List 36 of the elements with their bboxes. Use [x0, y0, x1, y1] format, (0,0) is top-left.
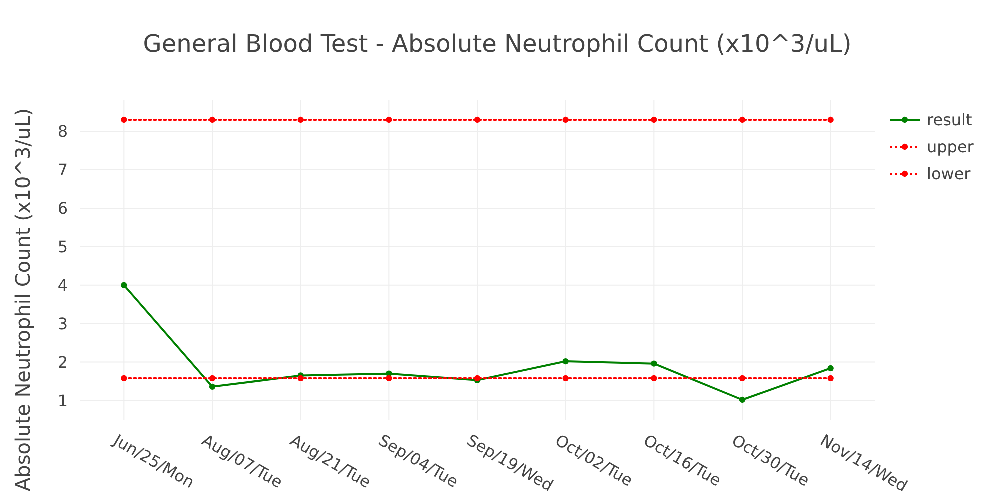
y-tick-label: 2 — [58, 352, 68, 372]
point — [209, 375, 216, 382]
y-tick-label: 4 — [58, 276, 68, 295]
y-tick-label: 5 — [58, 238, 68, 257]
y-axis-title: Absolute Neutrophil Count (x10^3/uL) — [11, 108, 35, 492]
y-tick-label: 8 — [58, 122, 68, 142]
y-tick-label: 7 — [58, 160, 68, 180]
y-tick-label: 6 — [58, 199, 68, 218]
point — [386, 116, 392, 124]
point — [562, 375, 569, 382]
point — [298, 116, 304, 124]
point — [651, 375, 658, 382]
y-tick-label: 3 — [58, 314, 68, 334]
point — [562, 358, 569, 365]
legend-label: result — [927, 110, 972, 130]
legend-label: upper — [927, 138, 974, 157]
point — [121, 375, 128, 382]
point — [739, 116, 746, 124]
point — [562, 116, 569, 124]
point — [209, 384, 216, 390]
point — [298, 375, 304, 382]
point — [474, 116, 481, 124]
point — [121, 282, 128, 288]
point — [828, 375, 834, 382]
point — [739, 375, 746, 382]
point — [121, 116, 128, 124]
point — [828, 365, 834, 372]
point — [386, 375, 392, 382]
point — [651, 116, 658, 124]
legend-label: lower — [927, 164, 972, 184]
y-tick-label: 1 — [58, 391, 68, 410]
point — [209, 116, 216, 124]
point — [651, 360, 658, 367]
point — [739, 396, 746, 404]
point — [828, 116, 834, 124]
chart-title: General Blood Test - Absolute Neutrophil Count (x10^3/uL) — [143, 30, 852, 58]
